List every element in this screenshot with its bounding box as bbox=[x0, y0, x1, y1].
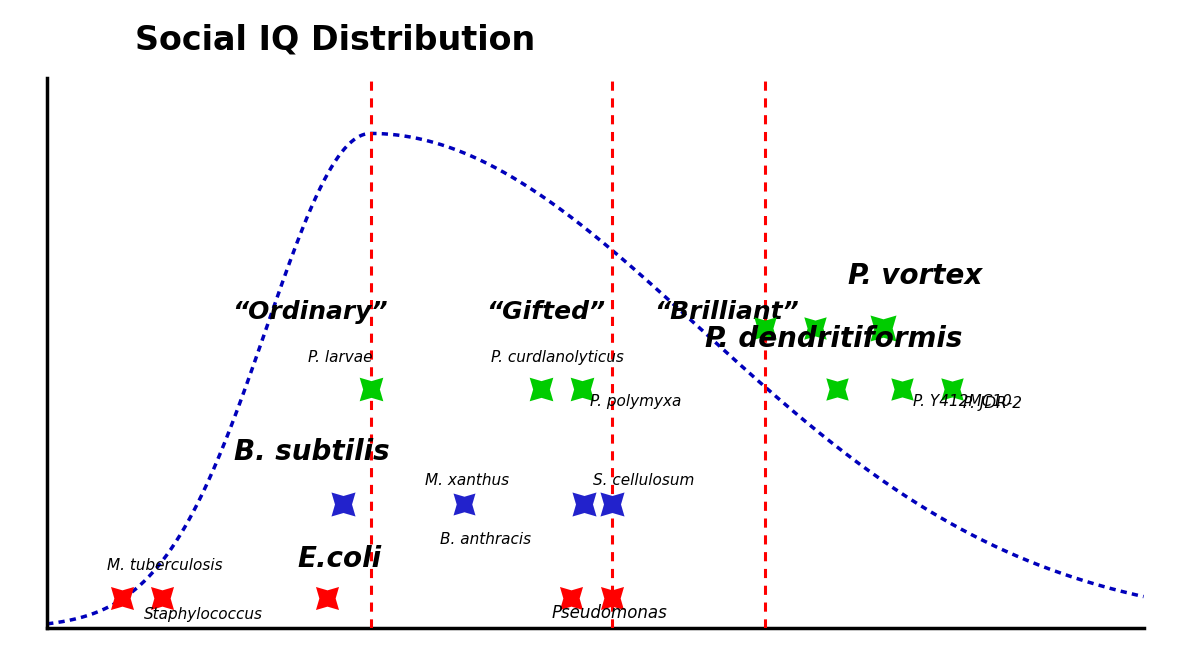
Text: S. cellulosum: S. cellulosum bbox=[593, 473, 694, 488]
Text: M. tuberculosis: M. tuberculosis bbox=[107, 558, 223, 573]
Text: Social IQ Distribution: Social IQ Distribution bbox=[134, 24, 535, 56]
Text: P. polymyxa: P. polymyxa bbox=[590, 394, 681, 409]
Point bbox=[942, 384, 961, 394]
Text: Staphylococcus: Staphylococcus bbox=[144, 608, 263, 623]
Point bbox=[531, 384, 549, 394]
Point bbox=[828, 384, 847, 394]
Point bbox=[575, 499, 594, 509]
Text: “Brilliant”: “Brilliant” bbox=[654, 300, 799, 324]
Point bbox=[112, 593, 131, 603]
Point bbox=[602, 499, 621, 509]
Text: E.coli: E.coli bbox=[297, 545, 381, 573]
Text: B. anthracis: B. anthracis bbox=[440, 532, 531, 547]
Point bbox=[805, 323, 824, 334]
Point bbox=[317, 593, 336, 603]
Text: P. JDR-2: P. JDR-2 bbox=[963, 396, 1022, 411]
Text: P. larvae: P. larvae bbox=[308, 351, 373, 365]
Text: P. Y412MC10: P. Y412MC10 bbox=[914, 394, 1012, 409]
Point bbox=[361, 384, 380, 394]
Point bbox=[334, 499, 353, 509]
Point bbox=[893, 384, 911, 394]
Point bbox=[562, 593, 581, 603]
Text: “Ordinary”: “Ordinary” bbox=[232, 300, 388, 324]
Text: P. dendritiformis: P. dendritiformis bbox=[705, 325, 962, 353]
Point bbox=[573, 384, 592, 394]
Text: “Gifted”: “Gifted” bbox=[487, 300, 606, 324]
Text: Pseudomonas: Pseudomonas bbox=[552, 604, 667, 623]
Text: P. curdlanolyticus: P. curdlanolyticus bbox=[492, 351, 624, 365]
Point bbox=[756, 323, 775, 334]
Point bbox=[454, 499, 473, 509]
Point bbox=[874, 323, 893, 334]
Text: P. vortex: P. vortex bbox=[848, 262, 982, 290]
Point bbox=[602, 593, 621, 603]
Text: M. xanthus: M. xanthus bbox=[426, 473, 509, 488]
Text: B. subtilis: B. subtilis bbox=[233, 438, 389, 466]
Point bbox=[153, 593, 172, 603]
